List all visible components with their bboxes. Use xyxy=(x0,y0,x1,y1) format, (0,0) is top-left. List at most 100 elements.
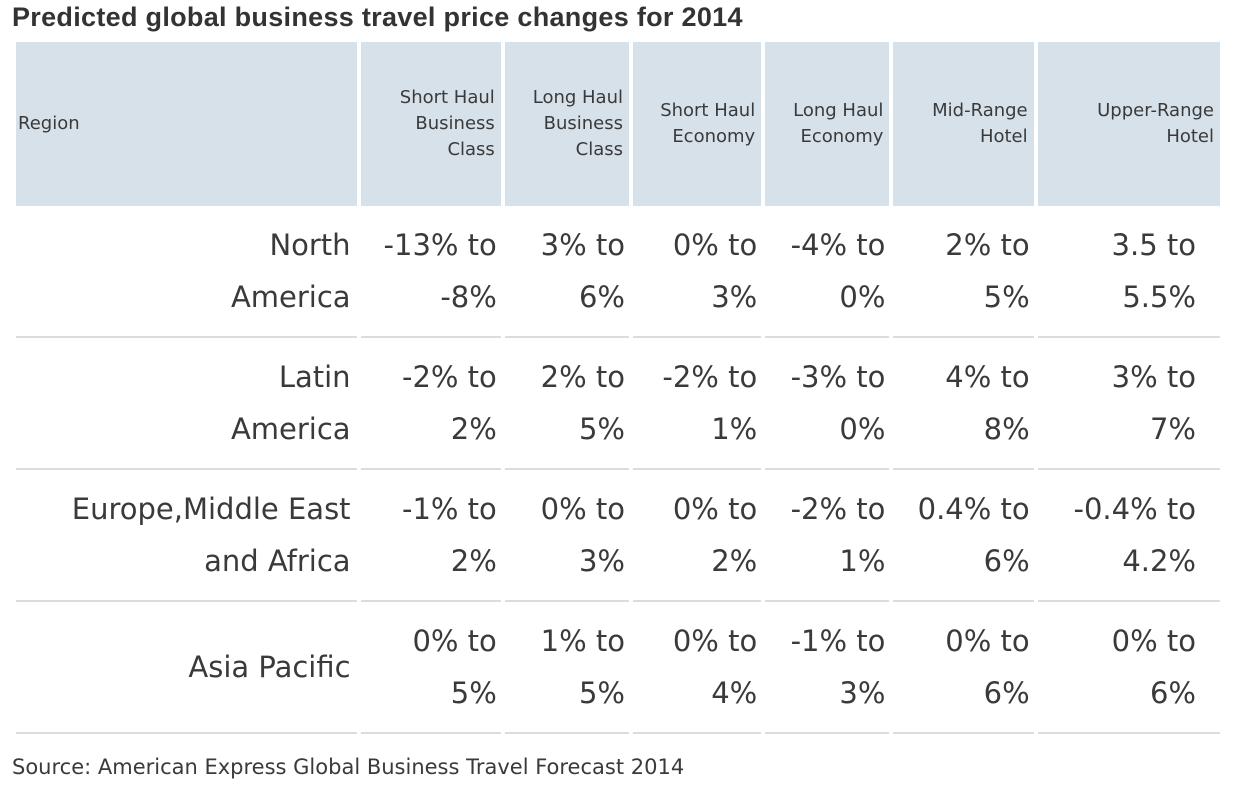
value-cell: 0% to 6% xyxy=(1037,602,1220,734)
column-header-short-haul-business-class: Short Haul Business Class xyxy=(360,42,501,206)
header-line: Short Haul xyxy=(660,100,756,121)
value-line: 4% to xyxy=(945,360,1030,394)
header-line: Long Haul xyxy=(793,100,884,121)
price-change-table: Region Short Haul Business Class Long Ha… xyxy=(12,42,1224,734)
value-cell: -13% to -8% xyxy=(360,206,501,338)
value-cell: -0.4% to 4.2% xyxy=(1037,470,1220,602)
value-line: 5% xyxy=(578,676,625,710)
value-line: 6% xyxy=(983,676,1030,710)
value-cell: 4% to 8% xyxy=(893,338,1034,470)
header-row: Region Short Haul Business Class Long Ha… xyxy=(16,42,1220,206)
value-line: -2% to xyxy=(790,492,886,526)
header-line: Economy xyxy=(672,126,756,147)
region-line: Latin xyxy=(278,360,351,394)
value-cell: 3% to 6% xyxy=(504,206,629,338)
value-line: 1% xyxy=(839,544,886,578)
header-line: Class xyxy=(575,139,623,160)
value-line: 1% xyxy=(711,412,758,446)
chart-title: Predicted global business travel price c… xyxy=(12,2,743,32)
value-line: 0% to xyxy=(672,228,758,262)
value-cell: 0% to 6% xyxy=(893,602,1034,734)
value-cell: 0% to 3% xyxy=(504,470,629,602)
value-line: 3.5 to xyxy=(1111,228,1196,262)
value-line: -13% to xyxy=(383,228,497,262)
region-line: Asia Pacific xyxy=(188,650,351,684)
header-line: Short Haul xyxy=(399,87,495,108)
value-cell: 2% to 5% xyxy=(504,338,629,470)
value-line: -2% to xyxy=(401,360,497,394)
value-line: 2% to xyxy=(945,228,1030,262)
table-row-latin-america: Latin America -2% to 2% 2% to 5% -2% to … xyxy=(16,338,1220,470)
value-line: 0% to xyxy=(945,624,1030,658)
value-line: -0.4% to xyxy=(1073,492,1196,526)
value-line: 5% xyxy=(578,412,625,446)
region-cell: Europe,Middle East and Africa xyxy=(16,470,357,602)
value-line: 3% xyxy=(839,676,886,710)
value-line: 3% to xyxy=(540,228,625,262)
value-cell: 2% to 5% xyxy=(893,206,1034,338)
value-cell: -3% to 0% xyxy=(765,338,890,470)
value-line: -2% to xyxy=(662,360,758,394)
column-header-long-haul-economy: Long Haul Economy xyxy=(765,42,890,206)
value-line: -4% to xyxy=(790,228,886,262)
column-header-mid-range-hotel: Mid-Range Hotel xyxy=(893,42,1034,206)
header-line: Region xyxy=(18,113,80,134)
region-cell: Latin America xyxy=(16,338,357,470)
value-line: 0% to xyxy=(672,624,758,658)
value-cell: 1% to 5% xyxy=(504,602,629,734)
value-cell: 0.4% to 6% xyxy=(893,470,1034,602)
region-line: and Africa xyxy=(204,544,351,578)
value-line: 3% xyxy=(711,280,758,314)
value-line: 3% to xyxy=(1111,360,1196,394)
value-cell: -2% to 2% xyxy=(360,338,501,470)
value-line: 2% xyxy=(711,544,758,578)
value-line: 4% xyxy=(711,676,758,710)
table-row-emea: Europe,Middle East and Africa -1% to 2% … xyxy=(16,470,1220,602)
region-line: Europe,Middle East xyxy=(71,492,351,526)
table-row-asia-pacific: Asia Pacific 0% to 5% 1% to 5% 0% to 4% … xyxy=(16,602,1220,734)
source-note: Source: American Express Global Business… xyxy=(12,755,685,779)
column-header-upper-range-hotel: Upper-Range Hotel xyxy=(1037,42,1220,206)
value-line: -8% xyxy=(440,280,497,314)
header-line: Hotel xyxy=(1166,126,1214,147)
value-line: -3% to xyxy=(790,360,886,394)
header-line: Long Haul xyxy=(532,87,623,108)
value-line: 2% xyxy=(450,412,497,446)
value-cell: -1% to 3% xyxy=(765,602,890,734)
region-cell: North America xyxy=(16,206,357,338)
value-line: 6% xyxy=(1149,676,1196,710)
header-line: Class xyxy=(447,139,495,160)
value-cell: 0% to 3% xyxy=(633,206,762,338)
value-line: 2% xyxy=(450,544,497,578)
value-line: 3% xyxy=(578,544,625,578)
value-line: 4.2% xyxy=(1122,544,1196,578)
value-cell: -2% to 1% xyxy=(765,470,890,602)
value-line: 0% xyxy=(839,412,886,446)
value-cell: -4% to 0% xyxy=(765,206,890,338)
value-line: 8% xyxy=(983,412,1030,446)
value-line: 0% to xyxy=(1111,624,1196,658)
value-cell: 3.5 to 5.5% xyxy=(1037,206,1220,338)
value-cell: 0% to 2% xyxy=(633,470,762,602)
region-line: America xyxy=(230,280,351,314)
value-line: 0% xyxy=(839,280,886,314)
value-line: 6% xyxy=(578,280,625,314)
header-line: Business xyxy=(543,113,623,134)
value-cell: -2% to 1% xyxy=(633,338,762,470)
region-cell: Asia Pacific xyxy=(16,602,357,734)
value-line: 5.5% xyxy=(1122,280,1196,314)
value-line: 0% to xyxy=(540,492,625,526)
table-row-north-america: North America -13% to -8% 3% to 6% 0% to… xyxy=(16,206,1220,338)
value-line: 7% xyxy=(1149,412,1196,446)
region-line: America xyxy=(230,412,351,446)
value-line: -1% to xyxy=(401,492,497,526)
header-line: Mid-Range xyxy=(932,100,1028,121)
value-cell: 3% to 7% xyxy=(1037,338,1220,470)
column-header-region: Region xyxy=(16,42,357,206)
value-cell: 0% to 4% xyxy=(633,602,762,734)
value-cell: -1% to 2% xyxy=(360,470,501,602)
value-line: -1% to xyxy=(790,624,886,658)
value-line: 0% to xyxy=(412,624,497,658)
region-line: North xyxy=(269,228,351,262)
value-line: 5% xyxy=(983,280,1030,314)
